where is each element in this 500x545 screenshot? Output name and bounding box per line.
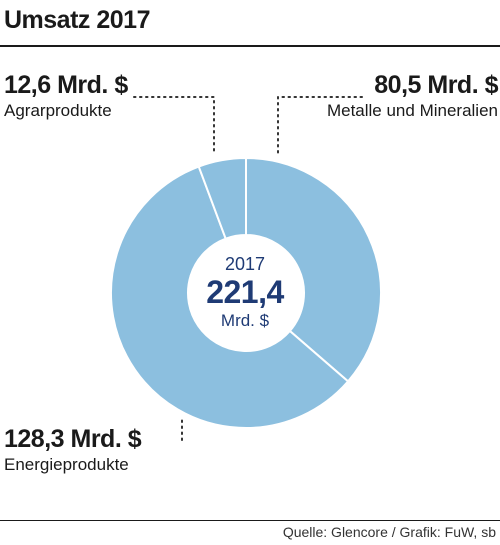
category-agrarprodukte: Agrarprodukte [4, 100, 112, 120]
source-credit: Quelle: Glencore / Grafik: FuW, sb [282, 524, 496, 540]
value-metalle: 80,5 Mrd. $ [374, 71, 498, 99]
center-year: 2017 [224, 254, 266, 274]
value-energieprodukte: 128,3 Mrd. $ [4, 425, 142, 453]
leader-agrarprodukte [133, 96, 215, 154]
footer-rule [0, 520, 500, 521]
label-energieprodukte: 128,3 Mrd. $ Energieprodukte [4, 425, 142, 474]
donut-chart [110, 96, 382, 441]
label-agrarprodukte: 12,6 Mrd. $ Agrarprodukte [4, 71, 128, 120]
slice-energieprodukte [110, 165, 350, 429]
label-metalle: 80,5 Mrd. $ Metalle und Mineralien [326, 71, 499, 120]
title-rule [0, 45, 500, 47]
center-total: 221,4 [206, 274, 284, 310]
slice-agrarprodukte [197, 156, 247, 240]
slice-metalle-und-mineralien [245, 156, 382, 383]
leader-metalle [277, 96, 363, 154]
category-metalle: Metalle und Mineralien [326, 100, 498, 120]
chart-title: Umsatz 2017 [4, 6, 150, 34]
value-agrarprodukte: 12,6 Mrd. $ [4, 71, 128, 99]
category-energieprodukte: Energieprodukte [4, 454, 129, 474]
center-unit: Mrd. $ [220, 311, 270, 330]
